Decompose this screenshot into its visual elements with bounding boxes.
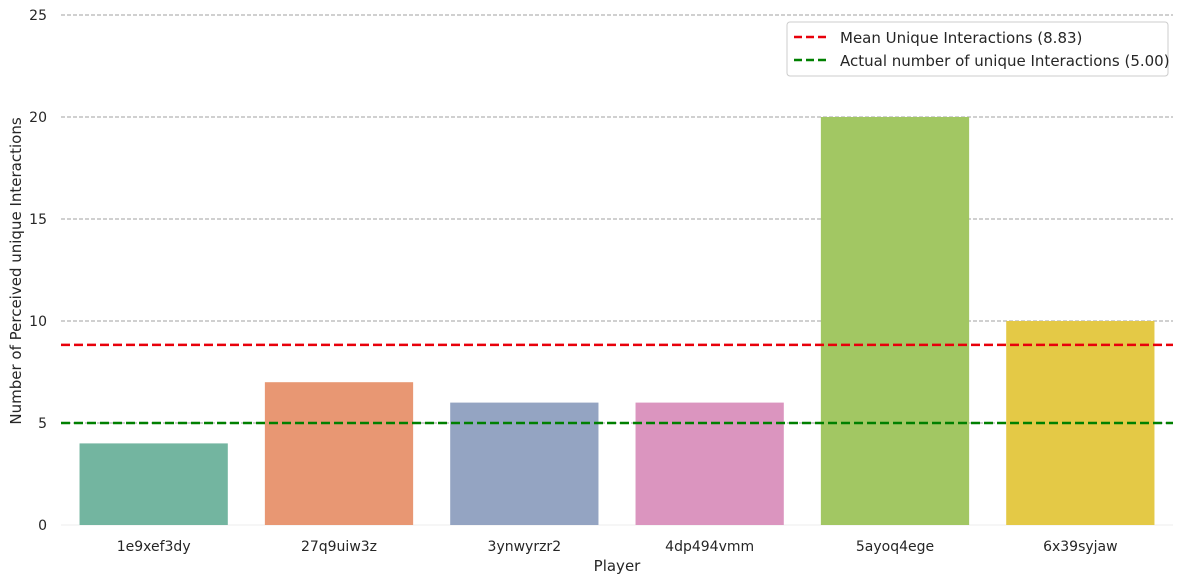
y-tick-label: 0 [38,518,47,534]
x-tick-label: 27q9uiw3z [301,539,377,555]
y-tick-label: 15 [29,212,47,228]
reference-lines [61,343,1173,425]
x-tick-label: 1e9xef3dy [117,539,191,555]
y-tick-label: 5 [38,416,47,432]
bar-27q9uiw3z [264,382,414,525]
y-tick-label: 10 [29,314,47,330]
y-tick-label: 20 [29,110,47,126]
y-axis-title: Number of Perceived unique Interactions [7,117,25,424]
x-tick-label: 5ayoq4ege [856,539,934,555]
x-tick-label: 3ynwyrzr2 [488,539,562,555]
y-tick-labels: 0 5 10 15 20 25 [29,8,47,534]
bar-4dp494vmm [635,402,784,525]
bar-5ayoq4ege [820,117,970,525]
gridlines [61,14,1173,526]
legend-label-mean: Mean Unique Interactions (8.83) [840,29,1082,47]
y-tick-label: 25 [29,8,47,24]
bar-3ynwyrzr2 [450,402,599,525]
x-tick-label: 4dp494vmm [665,539,754,555]
legend-label-actual: Actual number of unique Interactions (5.… [840,52,1170,70]
x-axis-title: Player [594,557,642,575]
legend: Mean Unique Interactions (8.83) Actual n… [786,21,1170,77]
legend-box [786,21,1169,77]
x-tick-labels: 1e9xef3dy 27q9uiw3z 3ynwyrzr2 4dp494vmm 5ayo… [117,539,1118,555]
bar-1e9xef3dy [79,443,228,525]
x-tick-label: 6x39syjaw [1043,539,1118,555]
